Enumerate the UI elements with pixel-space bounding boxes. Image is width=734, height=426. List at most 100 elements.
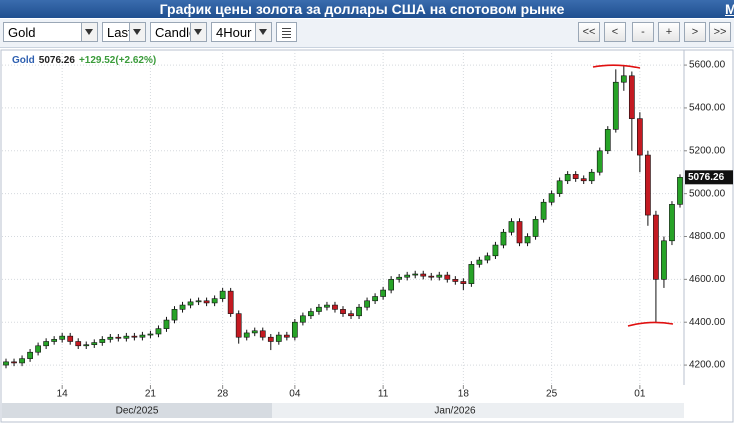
legend: Gold 5076.26 +129.52(+2.62%) <box>12 55 156 66</box>
legend-price: 5076.26 <box>39 55 76 66</box>
candles <box>3 66 683 369</box>
candle-body <box>484 255 491 261</box>
candle-body <box>508 221 515 233</box>
candle-body <box>340 309 346 314</box>
candle-body <box>139 334 146 338</box>
month-band <box>272 403 684 418</box>
y-tick-label: 5400.00 <box>689 103 726 114</box>
candle-body <box>364 300 370 308</box>
candle-body <box>259 330 266 338</box>
candle-body <box>604 129 611 152</box>
symbol-select[interactable]: Gold <box>3 22 98 42</box>
candle-body <box>203 300 210 304</box>
candle-body <box>316 306 322 312</box>
candle-body <box>396 276 403 280</box>
candle-body <box>516 221 523 244</box>
chart: Gold 5076.26 +129.52(+2.62%) 14 21 28 04 11 18 2… <box>0 49 734 423</box>
candle-body <box>291 321 298 338</box>
y-tick-label: 4800.00 <box>689 231 726 242</box>
candle-body <box>388 279 395 291</box>
interval-select[interactable]: 4Hour <box>211 22 272 42</box>
dropdown-arrow <box>129 23 145 41</box>
x-tick-label: 21 <box>145 389 157 400</box>
nav-button[interactable]: - <box>632 22 654 42</box>
toolbar: Gold Last Candle 4Hour << < - + > >> <box>0 19 734 48</box>
candle-body <box>556 180 563 194</box>
candle-body <box>275 334 282 342</box>
candle-body <box>171 309 178 321</box>
page-title: График цены золота за доллары США на спо… <box>159 1 565 17</box>
nav-button[interactable]: + <box>658 22 680 42</box>
candle-body <box>19 358 25 364</box>
last-price-label: 5076.26 <box>688 172 725 183</box>
annotation-stroke <box>592 64 641 69</box>
candle-body <box>620 75 627 83</box>
candle-body <box>612 81 619 130</box>
candle-body <box>131 335 138 338</box>
candle-body <box>211 298 218 304</box>
candle-body <box>91 342 98 346</box>
candle-body <box>99 339 106 343</box>
select-text: Last <box>107 25 132 40</box>
y-tick-label: 5000.00 <box>689 188 726 199</box>
candle-body <box>460 281 467 284</box>
candle-body <box>596 150 603 173</box>
title-link[interactable]: M <box>725 1 734 17</box>
candle-body <box>51 339 58 342</box>
candle-body <box>500 231 507 246</box>
candle-body <box>420 273 427 277</box>
candle-body <box>653 214 659 280</box>
candle-body <box>251 330 258 334</box>
x-tick-label: 01 <box>634 389 646 400</box>
last-price-box <box>685 170 733 185</box>
candle-body <box>444 274 451 280</box>
candle-body <box>324 304 330 308</box>
candle-body <box>677 177 683 205</box>
candle-body <box>436 274 443 278</box>
annotation-stroke <box>627 321 674 327</box>
candle-body <box>300 315 306 323</box>
list-button[interactable] <box>276 22 297 42</box>
candle-body <box>187 301 194 306</box>
candle-body <box>540 201 547 220</box>
candle-body <box>235 313 242 338</box>
legend-symbol: Gold <box>12 55 35 66</box>
select-text: Candle <box>155 25 197 40</box>
month-label: Jan/2026 <box>434 406 476 417</box>
candle-body <box>3 361 9 366</box>
candle-body <box>227 290 234 314</box>
x-axis: 14 21 28 04 11 18 25 01 Dec/2025 Jan/2026 <box>2 385 684 418</box>
x-tick-label: 25 <box>546 389 558 400</box>
candle-body <box>572 174 579 179</box>
select-text: Gold <box>8 25 36 40</box>
candle-body <box>243 332 250 338</box>
candle-body <box>588 171 595 182</box>
dropdown-arrow <box>190 23 206 41</box>
candle-body <box>308 311 314 317</box>
candle-body <box>532 219 539 237</box>
candle-body <box>645 154 651 216</box>
candle-body <box>348 313 354 317</box>
candle-body <box>163 319 170 329</box>
candle-body <box>219 290 226 299</box>
legend-change: +129.52(+2.62%) <box>79 55 156 66</box>
candle-body <box>661 240 667 280</box>
chart-type-select[interactable]: Candle <box>150 22 207 42</box>
price-type-select[interactable]: Last <box>102 22 146 42</box>
candle-body <box>524 236 531 244</box>
nav-button[interactable]: > <box>684 22 706 42</box>
candle-body <box>380 289 386 297</box>
candle-body <box>11 361 17 364</box>
x-tick-label: 11 <box>378 389 389 400</box>
candle-body <box>267 336 274 342</box>
candle-body <box>155 328 162 335</box>
candle-body <box>147 333 154 336</box>
nav-button[interactable]: << <box>578 22 600 42</box>
x-tick-label: 14 <box>57 389 69 400</box>
candle-body <box>404 274 411 278</box>
candle-body <box>43 341 49 347</box>
nav-button[interactable]: < <box>604 22 626 42</box>
nav-button[interactable]: >> <box>709 22 731 42</box>
candle-body <box>83 344 90 347</box>
select-text: 4Hour <box>216 25 252 40</box>
